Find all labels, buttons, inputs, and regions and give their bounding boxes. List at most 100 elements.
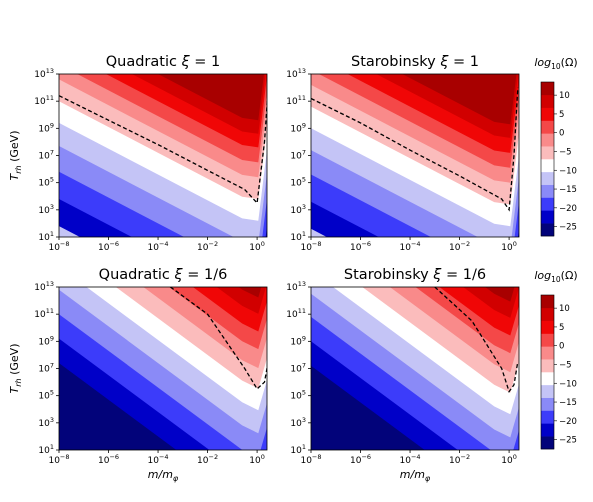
colorbar-segment [541, 295, 554, 308]
y-tick-label: 105 [290, 176, 306, 189]
colorbar-tick-label: −15 [559, 398, 577, 408]
colorbar-tick-label: −25 [559, 223, 577, 233]
colorbar-tick-label: 0 [559, 342, 564, 352]
x-tick-label: 10−6 [350, 240, 371, 253]
colorbar-segment [541, 210, 554, 223]
colorbar-tick-label: 5 [559, 110, 564, 120]
x-tick-label: 100 [249, 240, 265, 253]
y-tick-label: 1013 [34, 67, 54, 80]
x-tick-label: 10−4 [400, 240, 421, 253]
y-tick-label: 107 [290, 149, 306, 162]
colorbar-segment [541, 121, 554, 134]
colorbar-segment [541, 359, 554, 372]
y-tick-label: 109 [38, 121, 54, 134]
y-tick-label: 105 [290, 389, 306, 402]
colorbar-tick-label: −10 [559, 166, 577, 176]
y-tick-label: 105 [38, 389, 54, 402]
colorbar-segment [541, 146, 554, 159]
y-tick-label: 1011 [286, 307, 306, 320]
y-tick-label: 1011 [34, 307, 54, 320]
y-tick-label: 1011 [286, 94, 306, 107]
x-tick-label: 100 [501, 240, 517, 253]
y-tick-label: 101 [38, 443, 54, 456]
x-axis-label: m/mφ [400, 468, 431, 483]
x-tick-label: 10−8 [300, 453, 321, 466]
y-tick-label: 107 [290, 362, 306, 375]
y-tick-label: 109 [290, 334, 306, 347]
x-tick-label: 10−2 [197, 453, 218, 466]
colorbar-tick-label: −5 [559, 147, 572, 157]
y-tick-label: 1013 [286, 67, 306, 80]
y-tick-label: 103 [290, 203, 306, 216]
x-tick-label: 100 [501, 453, 517, 466]
colorbar-tick-label: −10 [559, 379, 577, 389]
colorbar-segment [541, 185, 554, 198]
x-tick-label: 10−6 [98, 453, 119, 466]
y-tick-label: 101 [290, 443, 306, 456]
colorbar-segment [541, 198, 554, 211]
y-tick-label: 109 [290, 121, 306, 134]
colorbar-segment [541, 436, 554, 449]
x-tick-label: 10−4 [400, 453, 421, 466]
y-tick-label: 107 [38, 149, 54, 162]
x-tick-label: 10−4 [148, 453, 169, 466]
x-tick-label: 10−8 [300, 240, 321, 253]
colorbar: 10 5 0 −5 −10 −15 −20 −25 log10(Ω) [534, 56, 577, 236]
panel-title: Starobinsky ξ = 1/6 [344, 267, 486, 283]
colorbar-segment [541, 223, 554, 236]
colorbar-segment [541, 411, 554, 424]
y-tick-label: 101 [290, 230, 306, 243]
colorbar-segment [541, 95, 554, 108]
colorbar-tick-label: −20 [559, 417, 577, 427]
colorbar-segment [541, 172, 554, 185]
y-tick-label: 105 [38, 176, 54, 189]
x-tick-label: 100 [249, 453, 265, 466]
colorbar-segment [541, 372, 554, 385]
y-tick-label: 101 [38, 230, 54, 243]
x-axis-label: m/mφ [148, 468, 179, 483]
panel-title: Starobinsky ξ = 1 [351, 54, 479, 70]
colorbar-tick-label: 5 [559, 323, 564, 333]
x-tick-label: 10−2 [449, 453, 470, 466]
colorbar-segment [541, 108, 554, 121]
colorbar-segment [541, 159, 554, 172]
y-tick-label: 1011 [34, 94, 54, 107]
colorbar-tick-label: −20 [559, 204, 577, 214]
panel-title: Quadratic ξ = 1 [106, 54, 221, 70]
x-tick-label: 10−8 [48, 240, 69, 253]
y-axis-label: Trh (GeV) [8, 131, 23, 181]
colorbar-segment [541, 423, 554, 436]
colorbar-segment [541, 385, 554, 398]
colorbar-tick-label: −15 [559, 185, 577, 195]
y-tick-label: 1013 [34, 280, 54, 293]
colorbar-segment [541, 133, 554, 146]
colorbar-tick-label: −25 [559, 436, 577, 446]
colorbar-segment [541, 82, 554, 95]
colorbar-tick-label: 10 [559, 91, 570, 101]
x-tick-label: 10−6 [98, 240, 119, 253]
colorbar-segment [541, 321, 554, 334]
colorbar-label: log10(Ω) [534, 56, 577, 71]
colorbar-segment [541, 334, 554, 347]
colorbar-tick-label: −5 [559, 360, 572, 370]
y-tick-label: 107 [38, 362, 54, 375]
y-axis-label: Trh (GeV) [8, 344, 23, 394]
colorbar-tick-label: 10 [559, 304, 570, 314]
x-tick-label: 10−2 [449, 240, 470, 253]
colorbar-segment [541, 346, 554, 359]
y-tick-label: 103 [38, 416, 54, 429]
colorbar-tick-label: 0 [559, 129, 564, 139]
colorbar: 10 5 0 −5 −10 −15 −20 −25 log10(Ω) [534, 269, 577, 449]
colorbar-segment [541, 308, 554, 321]
y-tick-label: 103 [290, 416, 306, 429]
x-tick-label: 10−2 [197, 240, 218, 253]
colorbar-label: log10(Ω) [534, 269, 577, 284]
y-tick-label: 103 [38, 203, 54, 216]
y-tick-label: 109 [38, 334, 54, 347]
y-tick-label: 1013 [286, 280, 306, 293]
colorbar-segment [541, 398, 554, 411]
x-tick-label: 10−6 [350, 453, 371, 466]
x-tick-label: 10−8 [48, 453, 69, 466]
x-tick-label: 10−4 [148, 240, 169, 253]
